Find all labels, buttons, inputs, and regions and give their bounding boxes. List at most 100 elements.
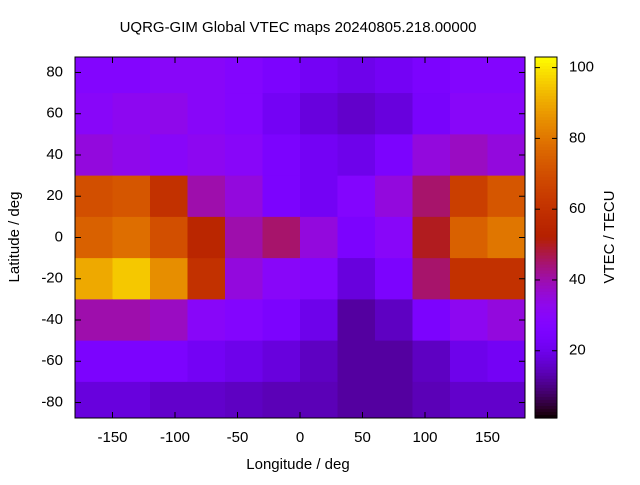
colorbar-segment — [535, 177, 557, 181]
heatmap-cell — [300, 258, 338, 300]
colorbar-segment — [535, 72, 557, 76]
colorbar-segment — [535, 351, 557, 356]
heatmap-cell — [262, 340, 301, 383]
colorbar-segment — [535, 288, 557, 293]
colorbar-segment — [535, 111, 557, 115]
heatmap-cell — [150, 175, 188, 218]
colorbar-segment — [535, 219, 557, 224]
colorbar-segment — [535, 66, 557, 70]
heatmap-cell — [262, 175, 301, 218]
colorbar-segment — [535, 393, 557, 398]
colorbar-segment — [535, 96, 557, 100]
y-tick-label: -40 — [41, 311, 63, 328]
colorbar-segment — [535, 345, 557, 350]
heatmap-cell — [300, 299, 338, 342]
heatmap-cell — [300, 93, 338, 135]
colorbar-segment — [535, 369, 557, 374]
heatmap-cell — [150, 216, 188, 259]
heatmap-cell — [412, 216, 451, 259]
y-axis-label: Latitude / deg — [6, 192, 23, 283]
x-tick-label: -100 — [160, 429, 190, 446]
heatmap-cell — [450, 340, 488, 383]
colorbar-segment — [535, 384, 557, 389]
heatmap-cell — [225, 57, 263, 94]
colorbar-segment — [535, 129, 557, 133]
colorbar-segment — [535, 303, 557, 308]
heatmap-cell — [300, 175, 338, 218]
heatmap-cell — [75, 381, 113, 418]
heatmap-cell — [300, 57, 338, 94]
colorbar-segment — [535, 213, 557, 218]
colorbar-tick-label: 100 — [569, 59, 594, 76]
heatmap-cell — [112, 134, 151, 177]
heatmap-cell — [337, 175, 376, 218]
colorbar-segment — [535, 207, 557, 212]
x-tick-label: 100 — [412, 429, 437, 446]
heatmap-cell — [412, 175, 451, 218]
colorbar-segment — [535, 306, 557, 311]
heatmap-cell — [487, 93, 525, 135]
heatmap-cell — [187, 57, 226, 94]
colorbar-segment — [535, 270, 557, 275]
x-tick-label: 0 — [296, 429, 304, 446]
heatmap-cell — [450, 93, 488, 135]
colorbar-segment — [535, 60, 557, 64]
y-tick-label: 80 — [46, 63, 63, 80]
colorbar-segment — [535, 63, 557, 67]
y-tick-label: -80 — [41, 393, 63, 410]
colorbar-segment — [535, 216, 557, 221]
colorbar-segment — [535, 168, 557, 172]
colorbar-tick-label: 40 — [569, 271, 586, 288]
colorbar-segment — [535, 201, 557, 206]
heatmap-cell — [187, 216, 226, 259]
colorbar-segment — [535, 108, 557, 112]
heatmap-cell — [225, 299, 263, 342]
heatmap-cell — [150, 134, 188, 177]
heatmap-cell — [150, 299, 188, 342]
heatmap-cell — [375, 93, 413, 135]
heatmap-cell — [487, 175, 525, 218]
colorbar-segment — [535, 192, 557, 196]
heatmap-cell — [337, 216, 376, 259]
colorbar-segment — [535, 405, 557, 410]
x-tick-label: -50 — [227, 429, 249, 446]
colorbar-segment — [535, 180, 557, 184]
heatmap-cell — [337, 134, 376, 177]
heatmap-cell — [112, 93, 151, 135]
heatmap-cell — [262, 134, 301, 177]
colorbar-segment — [535, 321, 557, 326]
y-tick-label: 60 — [46, 105, 63, 122]
heatmap-cell — [75, 299, 113, 342]
colorbar-segment — [535, 252, 557, 257]
colorbar-segment — [535, 276, 557, 281]
colorbar-segment — [535, 234, 557, 239]
colorbar-segment — [535, 204, 557, 209]
colorbar-segment — [535, 336, 557, 341]
colorbar-segment — [535, 99, 557, 103]
colorbar-segment — [535, 171, 557, 175]
heatmap-cell — [412, 258, 451, 300]
colorbar-segment — [535, 159, 557, 163]
colorbar-segment — [535, 324, 557, 329]
y-tick-label: -60 — [41, 352, 63, 369]
heatmap-cell — [375, 299, 413, 342]
colorbar-segment — [535, 198, 557, 202]
colorbar-segment — [535, 102, 557, 106]
heatmap-cell — [375, 381, 413, 418]
heatmap-cell — [150, 381, 188, 418]
colorbar-segment — [535, 267, 557, 272]
heatmap-cell — [187, 381, 226, 418]
heatmap-cell — [300, 340, 338, 383]
colorbar-segment — [535, 249, 557, 254]
heatmap-cell — [187, 93, 226, 135]
heatmap-cell — [450, 216, 488, 259]
colorbar-segment — [535, 282, 557, 287]
heatmap-cell — [75, 57, 113, 94]
heatmap-cell — [262, 57, 301, 94]
colorbar-segment — [535, 372, 557, 377]
colorbar-segment — [535, 69, 557, 73]
heatmap-cell — [412, 134, 451, 177]
colorbar-segment — [535, 132, 557, 136]
heatmap-cell — [300, 381, 338, 418]
